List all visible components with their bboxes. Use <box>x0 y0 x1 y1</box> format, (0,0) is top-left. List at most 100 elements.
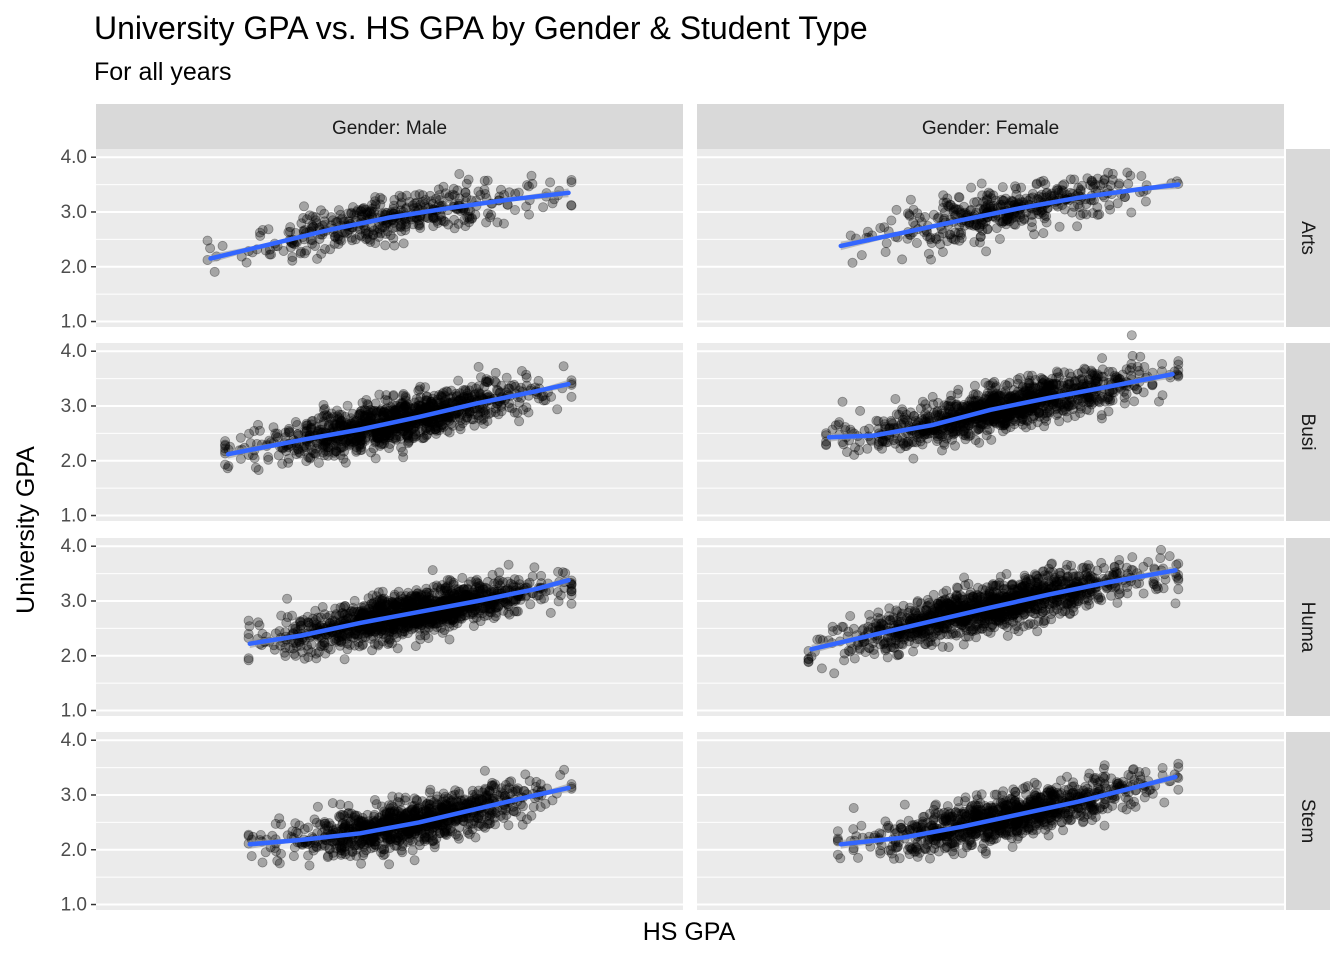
data-point <box>509 407 520 418</box>
data-point <box>1006 416 1017 427</box>
data-point <box>360 225 371 236</box>
data-point <box>285 242 296 253</box>
data-point <box>454 388 465 399</box>
data-point <box>307 211 318 222</box>
data-point <box>896 418 907 429</box>
data-point <box>997 217 1008 228</box>
data-point <box>1063 401 1074 412</box>
data-point <box>432 217 443 228</box>
data-point <box>457 418 468 429</box>
data-point <box>1010 181 1021 192</box>
data-point <box>911 237 922 248</box>
data-point <box>377 194 388 205</box>
data-point <box>287 251 298 262</box>
data-point <box>312 253 323 264</box>
data-point <box>326 636 337 647</box>
data-point <box>1123 178 1134 189</box>
data-point <box>891 204 902 215</box>
data-point <box>1054 221 1065 232</box>
data-point <box>365 208 376 219</box>
data-point <box>862 443 873 454</box>
data-point <box>361 394 372 405</box>
data-point <box>1087 208 1098 219</box>
data-point <box>310 212 321 223</box>
data-point <box>558 361 569 372</box>
data-point <box>504 187 515 198</box>
data-point <box>845 230 856 241</box>
data-point <box>285 226 296 237</box>
data-point <box>373 231 384 242</box>
data-point <box>403 618 414 629</box>
data-point <box>856 250 867 261</box>
facet-strip-row-label: Huma <box>1297 602 1318 653</box>
data-point <box>351 207 362 218</box>
data-point <box>389 240 400 251</box>
y-tick-label: 3.0 <box>61 396 87 417</box>
data-point <box>342 638 353 649</box>
data-point <box>982 223 993 234</box>
data-point <box>327 215 338 226</box>
data-point <box>277 458 288 469</box>
data-point <box>396 192 407 203</box>
data-point <box>502 599 513 610</box>
data-point <box>420 382 431 393</box>
data-point <box>989 376 1000 387</box>
data-point <box>849 449 860 460</box>
data-point <box>1127 350 1138 361</box>
data-point <box>309 240 320 251</box>
data-point <box>352 205 363 216</box>
data-point <box>450 584 461 595</box>
data-point <box>425 190 436 201</box>
data-point <box>287 255 298 266</box>
data-point <box>495 184 506 195</box>
data-point <box>347 235 358 246</box>
facet-strip-row-label: Busi <box>1297 414 1318 451</box>
data-point <box>268 422 279 433</box>
data-point <box>342 400 353 411</box>
data-point <box>469 389 480 400</box>
data-point <box>395 222 406 233</box>
data-point <box>438 215 449 226</box>
data-point <box>318 405 329 416</box>
data-point <box>840 422 851 433</box>
data-point <box>1085 180 1096 191</box>
data-point <box>522 180 533 191</box>
data-point <box>398 238 409 249</box>
data-point <box>460 221 471 232</box>
data-point <box>1066 371 1077 382</box>
data-point <box>334 234 345 245</box>
data-point <box>284 427 295 438</box>
data-point <box>504 609 515 620</box>
data-point <box>903 436 914 447</box>
y-tick-label: 3.0 <box>61 591 87 612</box>
data-point <box>954 235 965 246</box>
data-point <box>370 238 381 249</box>
data-point <box>396 226 407 237</box>
data-point <box>1038 228 1049 239</box>
data-point <box>1173 584 1184 595</box>
data-point <box>250 462 261 473</box>
data-point <box>433 184 444 195</box>
data-point <box>995 391 1006 402</box>
data-point <box>1127 552 1138 563</box>
data-point <box>342 228 353 239</box>
data-point <box>427 198 438 209</box>
data-point <box>980 203 991 214</box>
data-point <box>362 208 373 219</box>
data-point <box>486 209 497 220</box>
data-point <box>392 643 403 654</box>
data-point <box>965 219 976 230</box>
data-point <box>503 559 514 570</box>
data-point <box>969 380 980 391</box>
data-point <box>919 211 930 222</box>
data-point <box>377 222 388 233</box>
data-point <box>414 218 425 229</box>
data-point <box>1081 404 1092 415</box>
data-point <box>243 653 254 664</box>
data-point <box>356 231 367 242</box>
data-point <box>282 593 293 604</box>
panel-background <box>697 149 1284 327</box>
data-point <box>414 215 425 226</box>
data-point <box>414 220 425 231</box>
